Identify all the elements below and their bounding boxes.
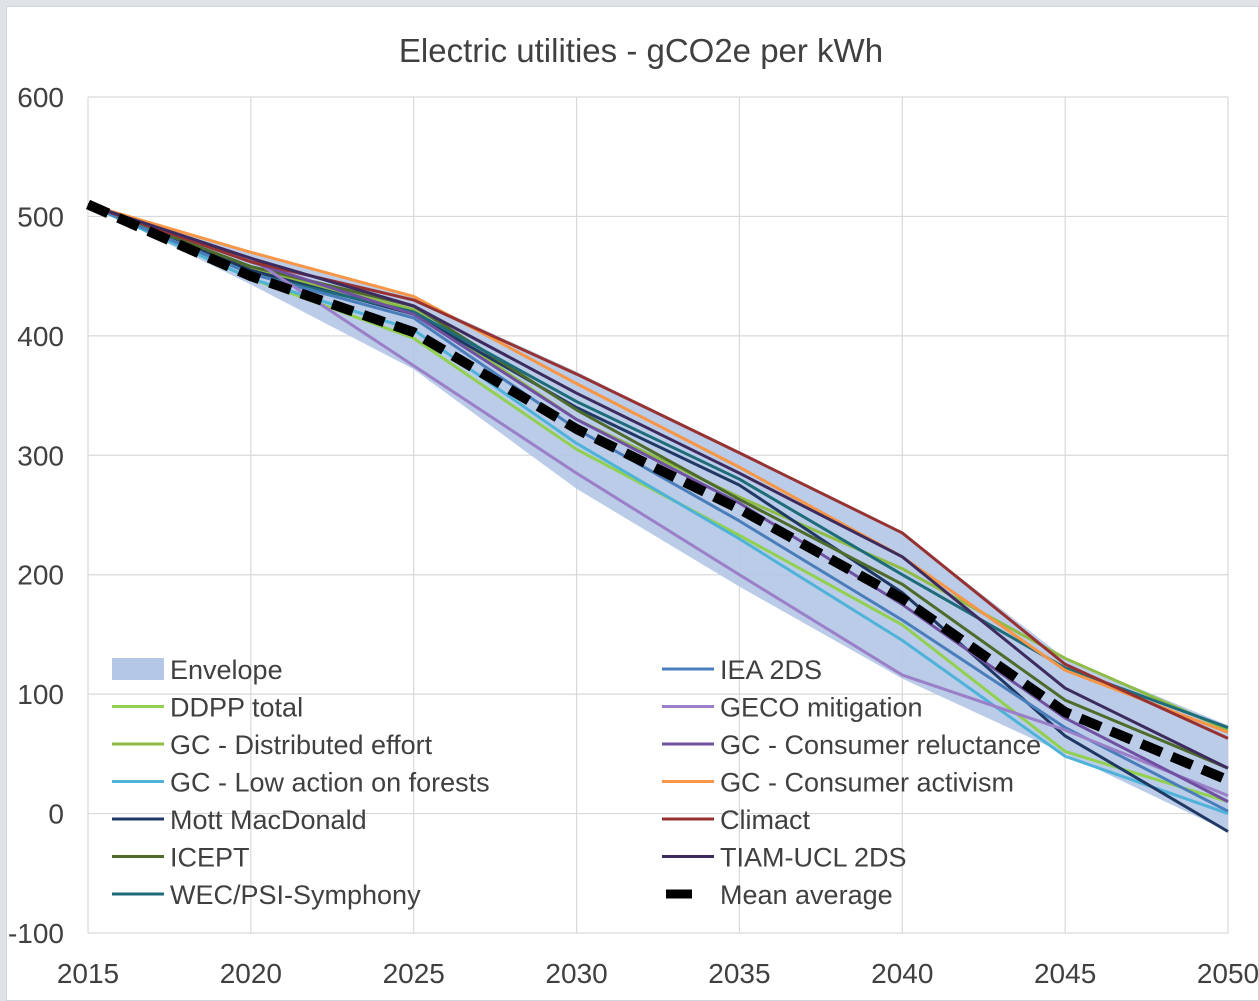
series-layer [85,199,1230,833]
legend-label-5: ICEPT [170,843,250,873]
envelope-area [88,204,1228,832]
x-tick-label-2: 2025 [383,958,445,989]
legend-label-13: Mean average [720,880,893,910]
legend-label-12: TIAM-UCL 2DS [720,843,907,873]
legend-label-1: DDPP total [170,693,303,723]
x-tick-label-3: 2030 [545,958,607,989]
x-tick-label-5: 2040 [871,958,933,989]
y-tick-label-3: 300 [17,440,64,471]
legend-label-8: GECO mitigation [720,693,923,723]
legend: Envelope DDPP total GC - Distributed effor… [112,655,1041,910]
y-tick-label-4: 200 [17,560,64,591]
legend-label-3: GC - Low action on forests [170,768,490,798]
y-tick-label-0: 600 [17,82,64,113]
series-line-11 [87,203,1229,770]
line-chart: Electric utilities - gCO2e per kWh 600 50… [8,32,1259,989]
legend-label-9: GC - Consumer reluctance [720,730,1041,760]
x-tick-label-1: 2020 [220,958,282,989]
series-line-7 [87,203,1229,798]
series-line-12 [85,199,1230,785]
legend-label-10: GC - Consumer activism [720,768,1014,798]
y-tick-label-7: -100 [8,918,64,949]
chart-frame: Electric utilities - gCO2e per kWh 600 50… [6,6,1259,1001]
legend-label-11: Climact [720,805,811,835]
legend-label-4: Mott MacDonald [170,805,367,835]
y-tick-label-2: 400 [17,321,64,352]
legend-swatch-0 [112,658,164,680]
legend-label-0: Envelope [170,655,283,685]
x-tick-label-4: 2035 [708,958,770,989]
series-line-9 [87,203,1229,734]
x-tick-label-0: 2015 [57,958,119,989]
y-tick-label-5: 100 [17,679,64,710]
legend-label-2: GC - Distributed effort [170,730,433,760]
y-tick-label-1: 500 [17,201,64,232]
series-line-10 [87,203,1229,740]
envelope-layer [88,204,1228,832]
chart-title: Electric utilities - gCO2e per kWh [399,32,883,69]
x-tick-label-7: 2050 [1197,958,1259,989]
y-tick-label-6: 0 [48,799,64,830]
x-tick-label-6: 2045 [1034,958,1096,989]
y-axis-ticks: 600 500 400 300 200 100 0 -100 [8,82,64,949]
legend-label-7: IEA 2DS [720,655,822,685]
legend-label-6: WEC/PSI-Symphony [170,880,421,910]
series-line-4 [87,203,1229,770]
x-axis-ticks: 2015 2020 2025 2030 2035 2040 2045 2050 [57,958,1259,989]
